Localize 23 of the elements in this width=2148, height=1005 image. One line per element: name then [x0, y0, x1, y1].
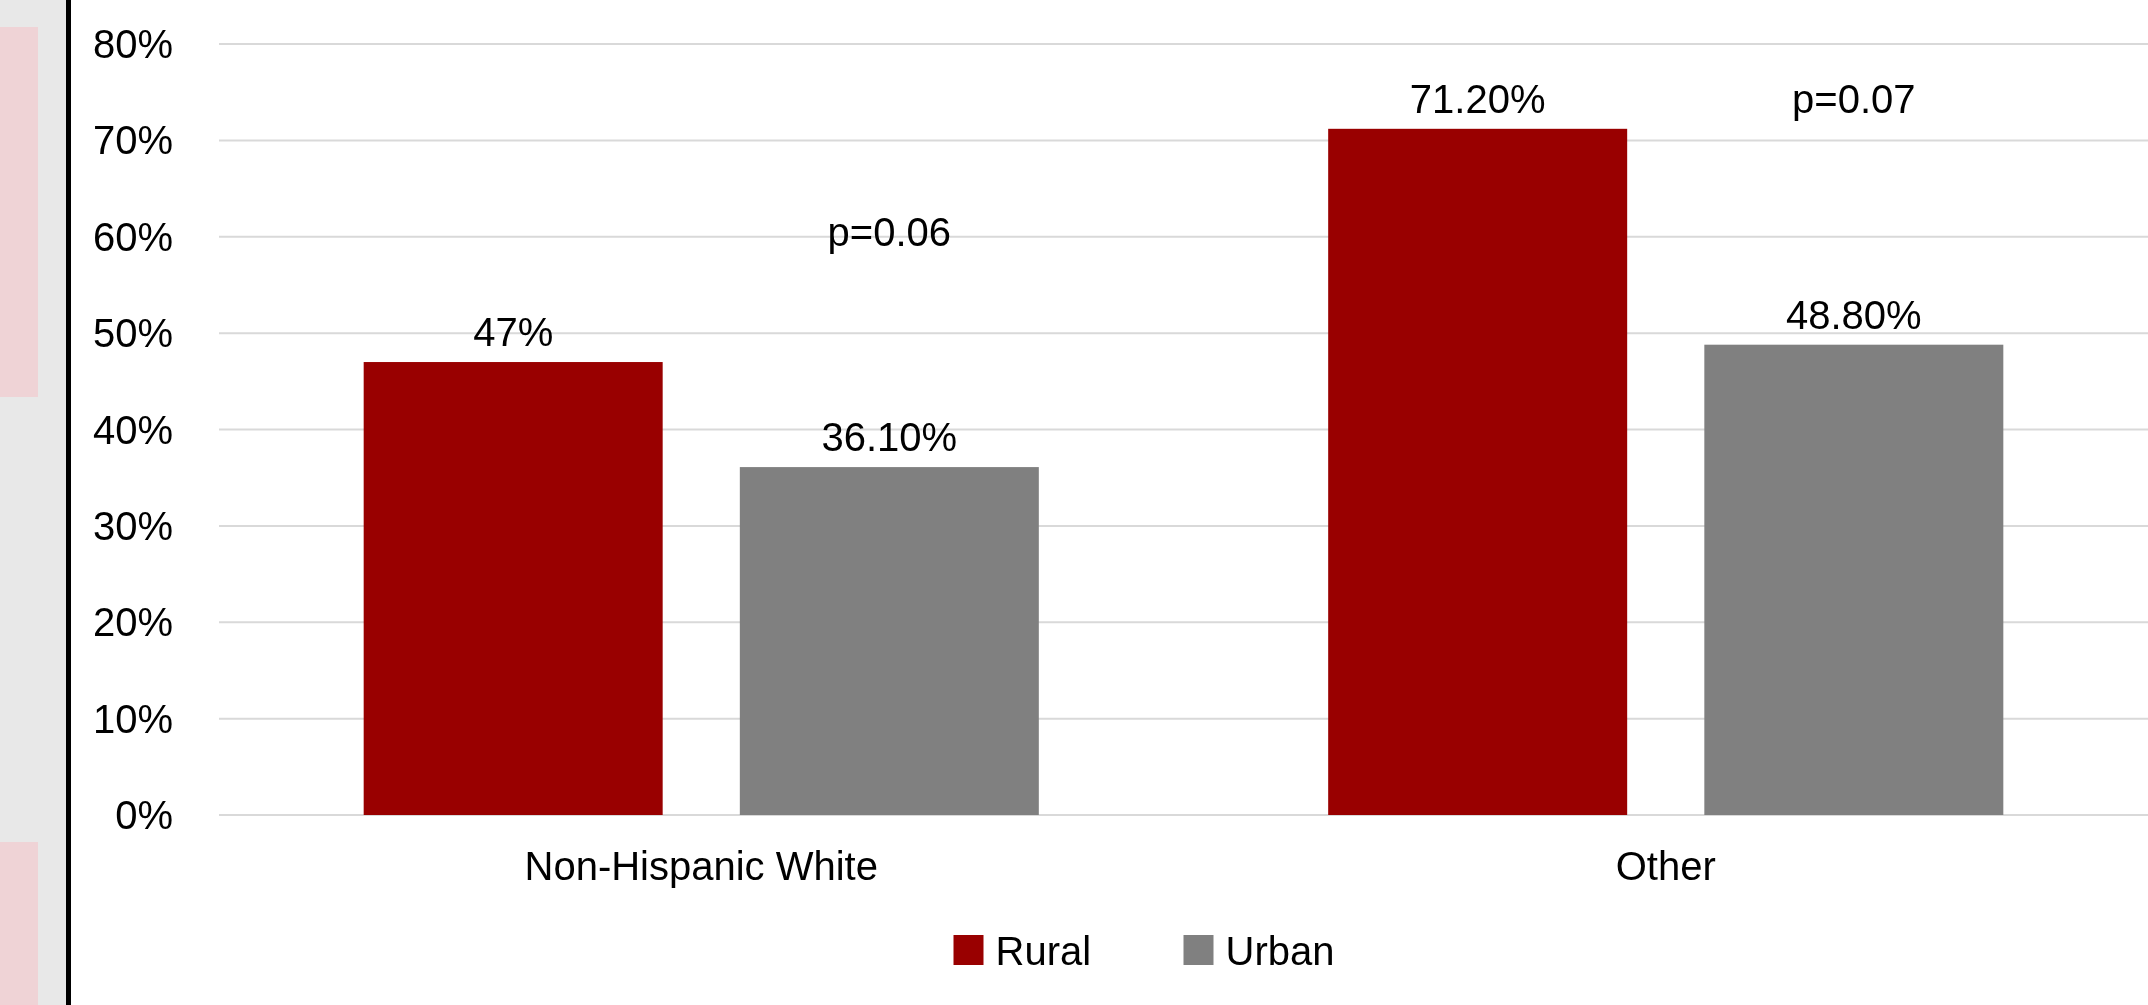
bar: [1328, 128, 1628, 815]
bar: [363, 362, 663, 815]
x-tick-label: Other: [1615, 844, 1716, 888]
annotation: p=0.06: [827, 210, 952, 255]
bar: [1704, 344, 2004, 815]
annotation: p=0.07: [1792, 76, 1916, 121]
y-tick-label: 70%: [92, 118, 173, 163]
y-tick-label: 10%: [92, 696, 173, 741]
legend-label: Rural: [995, 929, 1092, 973]
data-label: 47%: [473, 310, 554, 355]
data-label: 36.10%: [821, 415, 958, 460]
y-tick-label: 40%: [92, 407, 173, 452]
data-label: 48.80%: [1785, 292, 1922, 337]
y-tick-label: 50%: [92, 311, 173, 356]
y-tick-label: 60%: [92, 214, 173, 259]
y-tick-label: 0%: [115, 793, 173, 837]
legend-label: Urban: [1225, 929, 1335, 973]
y-tick-label: 80%: [92, 22, 173, 66]
data-label: 71.20%: [1409, 76, 1546, 121]
y-tick-label: 20%: [92, 600, 173, 645]
bar: [739, 467, 1039, 815]
y-tick-label: 30%: [92, 503, 173, 548]
x-tick-label: Non-Hispanic White: [524, 844, 878, 888]
